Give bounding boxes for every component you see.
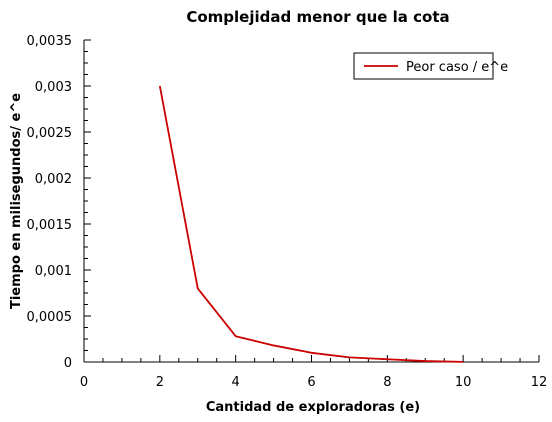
y-tick-label: 0 — [64, 356, 72, 371]
chart-title: Complejidad menor que la cota — [186, 8, 449, 26]
x-tick-label: 6 — [307, 375, 315, 390]
x-ticks: 0 2 4 6 8 10 12 — [80, 355, 547, 390]
x-axis-label: Cantidad de exploradoras (e) — [206, 400, 420, 415]
y-tick-label: 0,001 — [35, 264, 72, 279]
y-tick-label: 0,0005 — [27, 310, 73, 325]
x-tick-label: 4 — [232, 375, 240, 390]
y-ticks: 0 0,0005 0,001 0,0015 0,002 0,0025 0,003 0,0035 — [27, 34, 91, 371]
y-tick-label: 0,0015 — [27, 218, 73, 233]
y-axis-label: Tiempo en milisegundos/ e^e — [9, 93, 24, 309]
series-line — [158, 85, 464, 363]
y-tick-label: 0,003 — [35, 80, 72, 95]
x-tick-label: 0 — [80, 375, 88, 390]
plot-area: 0 2 4 6 8 10 12 00,00050,0010,00150,0020,00250… — [27, 34, 548, 390]
x-tick-label: 12 — [531, 375, 548, 390]
y-tick-label: 0,002 — [35, 172, 72, 187]
legend: Peor caso / e^e — [353, 52, 508, 80]
series-layer — [158, 85, 464, 363]
y-tick-label: 0,0025 — [27, 126, 73, 141]
legend-label: Peor caso / e^e — [406, 60, 508, 75]
y-tick-label: 0,0035 — [27, 34, 73, 49]
x-tick-label: 10 — [455, 375, 472, 390]
x-tick-label: 8 — [383, 375, 391, 390]
x-tick-label: 2 — [156, 375, 164, 390]
